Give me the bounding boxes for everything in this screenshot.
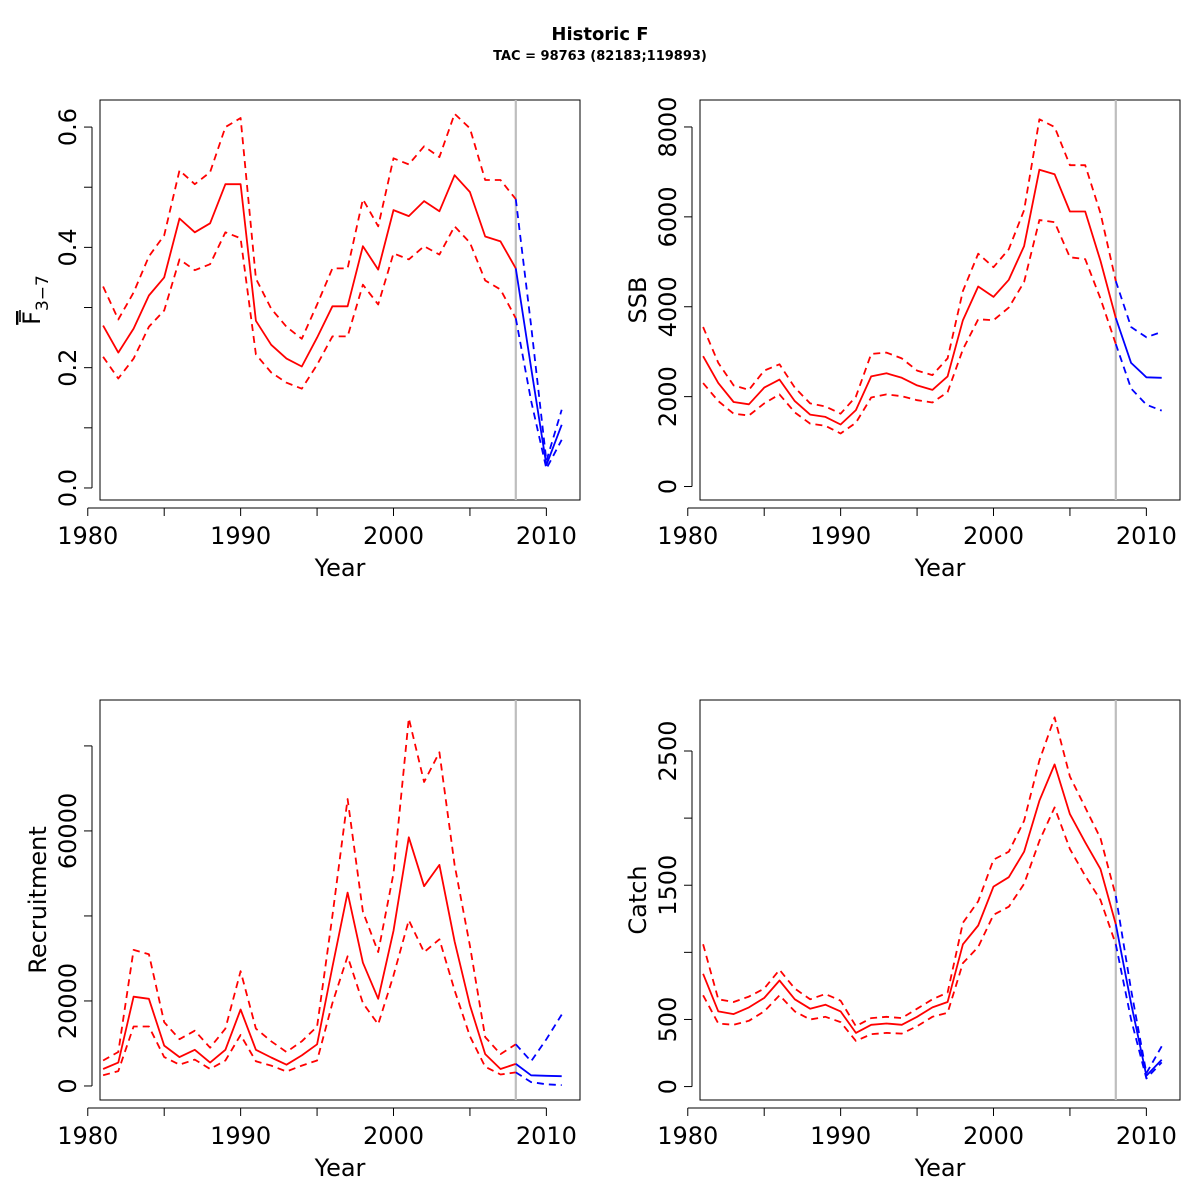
f-plot-frame xyxy=(99,99,581,501)
recruitment-y-tick-label: 60000 xyxy=(54,793,82,869)
catch-x-axis-label: Year xyxy=(914,1154,966,1182)
f-historic-upper-line xyxy=(102,112,517,340)
recruitment-historic-upper-line xyxy=(102,717,517,1062)
catch-y-tick-label: 1500 xyxy=(654,855,682,916)
ssb-historic-lower-line xyxy=(702,219,1117,435)
catch-historic-lower-line xyxy=(702,806,1117,1042)
recruitment-y-axis-label: Recruitment xyxy=(24,826,52,973)
ssb-y-tick-label: 6000 xyxy=(654,186,682,247)
ssb-historic-estimate-line xyxy=(702,168,1117,426)
figure-subtitle: TAC = 98763 (82183;119893) xyxy=(493,49,707,64)
catch-x-tick-label: 1990 xyxy=(810,1122,871,1150)
ssb-x-axis-label: Year xyxy=(914,554,966,582)
f-x-axis-label: Year xyxy=(314,554,366,582)
catch-historic-estimate-line xyxy=(702,763,1117,1034)
f-y-tick-label: 0.6 xyxy=(54,108,82,146)
f-historic-lower-line xyxy=(102,225,517,390)
ssb-y-tick-label: 0 xyxy=(654,479,682,494)
ssb-y-tick-label: 4000 xyxy=(654,276,682,337)
ssb-y-axis-label: SSB xyxy=(624,277,652,324)
recruitment-projection-lower-line xyxy=(515,1071,562,1086)
f-y-tick-label: 0.4 xyxy=(54,228,82,266)
ssb-x-tick-label: 2010 xyxy=(1116,522,1177,550)
catch-panel: 1980 1990 2000 2010 Year 0 500 1500 2500 Catch xyxy=(624,699,1181,1182)
ssb-y-tick-label: 2000 xyxy=(654,366,682,427)
recruitment-x-tick-label: 1980 xyxy=(57,1122,118,1150)
catch-projection-estimate-line xyxy=(1114,924,1163,1077)
recruitment-panel: 1980 1990 2000 2010 Year 0 20000 60000Recruitme… xyxy=(24,699,581,1182)
ssb-projection-lower-line xyxy=(1114,343,1163,412)
f-y-tick-label: 0.2 xyxy=(54,349,82,387)
f-x-tick-label: 2000 xyxy=(363,522,424,550)
ssb-x-tick-label: 1990 xyxy=(810,522,871,550)
catch-y-axis-label: Catch xyxy=(624,865,652,934)
f-x-tick-label: 1980 xyxy=(57,522,118,550)
catch-historic-upper-line xyxy=(702,716,1117,1028)
catch-projection-lower-line xyxy=(1114,944,1163,1080)
recruitment-projection-estimate-line xyxy=(515,1063,562,1078)
catch-plot-frame xyxy=(699,699,1181,1101)
catch-x-tick-label: 1980 xyxy=(657,1122,718,1150)
recruitment-historic-estimate-line xyxy=(102,836,517,1070)
recruitment-plot-frame xyxy=(99,699,581,1101)
catch-y-tick-label: 500 xyxy=(654,997,682,1043)
ssb-projection-upper-line xyxy=(1114,280,1162,339)
f-panel: 1980 1990 2000 2010 Year 0.0 0.2 0.4 0.6 F3−7 xyxy=(18,99,581,582)
f-x-tick-label: 2010 xyxy=(516,522,577,550)
catch-y-tick-label: 0 xyxy=(654,1079,682,1094)
ssb-plot-frame xyxy=(699,99,1181,501)
ssb-x-tick-label: 2000 xyxy=(963,522,1024,550)
f-projection-upper-line xyxy=(514,199,563,462)
catch-projection-upper-line xyxy=(1114,895,1163,1075)
ssb-historic-upper-line xyxy=(702,118,1117,415)
f-y-tick-label: 0.0 xyxy=(54,469,82,507)
recruitment-x-tick-label: 2010 xyxy=(516,1122,577,1150)
recruitment-x-tick-label: 2000 xyxy=(363,1122,424,1150)
f-x-tick-label: 1990 xyxy=(210,522,271,550)
recruitment-projection-upper-line xyxy=(515,1014,563,1063)
catch-x-tick-label: 2010 xyxy=(1116,1122,1177,1150)
f-projection-estimate-line xyxy=(514,268,563,467)
catch-y-tick-label: 2500 xyxy=(654,720,682,781)
recruitment-historic-lower-line xyxy=(102,919,516,1077)
ssb-panel: 1980 1990 2000 2010 Year 0 2000 4000 6000 8000 SSB xyxy=(624,96,1181,582)
f-y-axis-label: F3−7 xyxy=(18,275,53,325)
recruitment-x-tick-label: 1990 xyxy=(210,1122,271,1150)
f-projection-lower-line xyxy=(514,318,563,470)
catch-x-tick-label: 2000 xyxy=(963,1122,1024,1150)
ssb-y-tick-label: 8000 xyxy=(654,96,682,157)
f-y-axis-label-sub: 3−7 xyxy=(33,275,53,311)
ssb-x-tick-label: 1980 xyxy=(657,522,718,550)
f-historic-estimate-line xyxy=(102,174,517,368)
recruitment-y-tick-label: 20000 xyxy=(54,963,82,1039)
recruitment-y-tick-label: 0 xyxy=(54,1078,82,1093)
ssb-projection-estimate-line xyxy=(1114,317,1162,379)
f-y-axis-label-main: F xyxy=(18,311,46,325)
figure-title: Historic F xyxy=(551,24,648,45)
recruitment-x-axis-label: Year xyxy=(314,1154,366,1182)
